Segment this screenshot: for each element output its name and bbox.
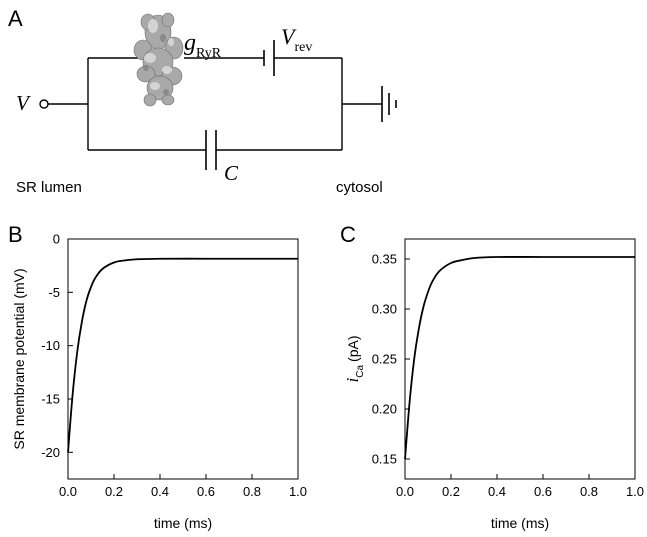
y-tick-label: 0.35 <box>372 252 397 267</box>
circuit-diagram: A V C <box>8 6 397 196</box>
y-tick-label: -5 <box>48 285 60 300</box>
sr-lumen-label: SR lumen <box>16 179 82 196</box>
y-tick-label: 0.20 <box>372 402 397 417</box>
cytosol-label: cytosol <box>336 179 383 196</box>
x-tick-label: 0.4 <box>151 484 169 499</box>
voltage-terminal <box>39 99 49 109</box>
panel-label-b: B <box>8 222 23 247</box>
x-tick-label: 0.0 <box>396 484 414 499</box>
x-tick-label: 0.6 <box>534 484 552 499</box>
x-tick-label: 0.4 <box>488 484 506 499</box>
x-tick-label: 0.0 <box>59 484 77 499</box>
x-tick-label: 0.8 <box>580 484 598 499</box>
y-tick-label: 0.30 <box>372 302 397 317</box>
tick-layer: 0.0 0.2 0.4 0.6 0.8 1.0 -20 -15 -10 -5 0 <box>41 232 307 500</box>
x-tick-label: 0.2 <box>442 484 460 499</box>
capacitor-label: C <box>224 161 239 185</box>
y-tick-label: 0 <box>53 232 60 247</box>
y-tick-label: 0.15 <box>372 452 397 467</box>
x-tick-label: 0.6 <box>197 484 215 499</box>
ryr-channel-icon <box>133 12 184 107</box>
ground-icon <box>381 86 397 122</box>
y-tick-label: -15 <box>41 392 60 407</box>
x-axis-label: time (ms) <box>491 515 549 531</box>
y-axis-label: SR membrane potential (mV) <box>11 268 27 449</box>
panel-label-c: C <box>340 222 356 247</box>
y-axis-label: iCa(pA) <box>343 336 366 383</box>
x-tick-label: 1.0 <box>626 484 644 499</box>
reversal-potential-label: Vrev <box>281 24 312 55</box>
panel-label-a: A <box>8 6 23 31</box>
series-line <box>404 256 635 460</box>
y-tick-label: -20 <box>41 445 60 460</box>
chart-membrane-potential: B 0.0 0.2 0.4 0.6 0.8 1.0 -20 -15 -10 -5 0 time (m… <box>8 222 307 531</box>
x-axis-label: time (ms) <box>154 515 212 531</box>
conductance-label: gRyR <box>184 30 222 61</box>
voltage-label: V <box>16 91 31 115</box>
chart-calcium-current: C 0.0 0.2 0.4 0.6 0.8 1.0 0.15 0.20 0.25 0.30 0.35… <box>340 222 644 531</box>
y-tick-label: 0.25 <box>372 352 397 367</box>
y-tick-label: -10 <box>41 338 60 353</box>
plot-frame <box>67 238 299 480</box>
x-tick-label: 0.2 <box>105 484 123 499</box>
x-tick-label: 0.8 <box>243 484 261 499</box>
x-tick-label: 1.0 <box>289 484 307 499</box>
plot-frame <box>404 238 636 480</box>
series-line <box>67 257 298 453</box>
tick-layer: 0.0 0.2 0.4 0.6 0.8 1.0 0.15 0.20 0.25 0.30 0.35 <box>372 252 644 500</box>
